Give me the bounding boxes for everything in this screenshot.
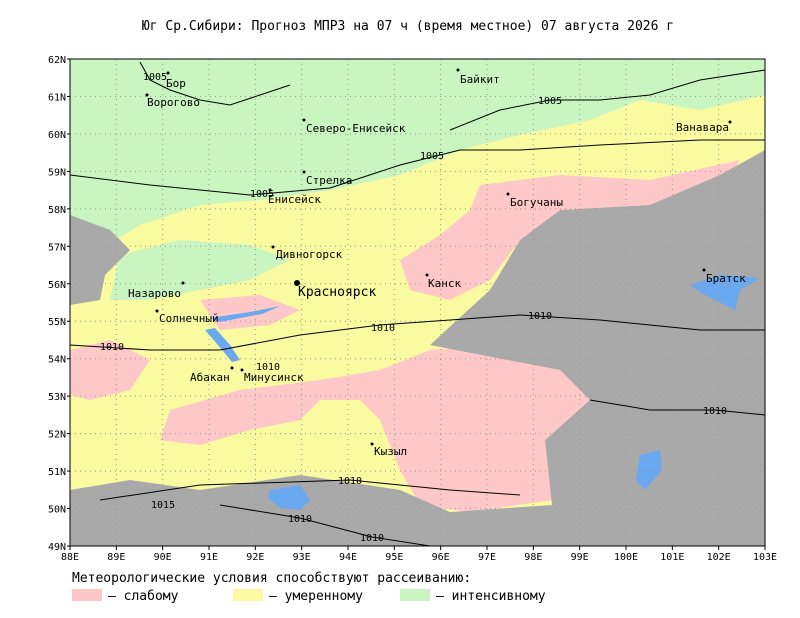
lon-label: 99E (571, 552, 589, 563)
grid (70, 59, 765, 546)
title: Юг Ср.Сибири: Прогноз МПРЗ на 07 ч (врем… (142, 19, 674, 34)
legend-heading: Метеорологические условия способствуют р… (72, 571, 471, 586)
city-label: Дивногорск (276, 248, 343, 261)
isobar-label: 1010 (288, 514, 312, 525)
city-label: Назарово (128, 287, 181, 300)
lon-label: 97E (478, 552, 496, 563)
legend: Метеорологические условия способствуют р… (72, 571, 546, 604)
lat-label: 53N (48, 392, 66, 403)
isobar-label: 1010 (371, 323, 395, 334)
lat-label: 50N (48, 505, 66, 516)
legend-swatch (72, 589, 102, 601)
lat-label: 58N (48, 205, 66, 216)
lon-label: 89E (107, 552, 125, 563)
city-label: Богучаны (510, 196, 563, 209)
lon-label: 88E (61, 552, 79, 563)
isobar-label: 1005 (538, 96, 562, 107)
lon-label: 98E (524, 552, 542, 563)
isobar-label: 1010 (100, 342, 124, 353)
lon-label: 92E (246, 552, 264, 563)
legend-item: – интенсивному (436, 589, 546, 604)
no-data-area (70, 215, 130, 305)
lat-label: 54N (48, 355, 66, 366)
lat-label: 61N (48, 92, 66, 103)
isobar-line (139, 61, 291, 106)
isobar-line (449, 69, 766, 131)
lat-label: 57N (48, 242, 66, 253)
isobar-label: 1010 (338, 476, 362, 487)
isobar-label: 1005 (143, 72, 167, 83)
city-label: Бор (166, 77, 186, 90)
isobar-label: 1005 (420, 151, 444, 162)
isobar-label: 1005 (250, 189, 274, 200)
lon-label: 101E (660, 552, 684, 563)
city-label: Солнечный (159, 312, 219, 325)
lat-label: 52N (48, 430, 66, 441)
map (69, 58, 766, 547)
lon-label: 91E (200, 552, 218, 563)
lat-label: 59N (48, 167, 66, 178)
isobars (69, 61, 766, 547)
lat-label: 60N (48, 130, 66, 141)
isobar-line (69, 314, 765, 351)
intensive-area (110, 240, 290, 300)
cities: Бор Ворогово Байкит Северо-Енисейск Вана… (128, 73, 746, 458)
isobar-line (99, 479, 521, 501)
legend-item: – слабому (108, 589, 179, 604)
lon-label: 103E (753, 552, 777, 563)
city-label: Северо-Енисейск (306, 122, 406, 135)
no-data-area (70, 150, 765, 546)
city-label: Канск (428, 277, 461, 290)
lat-label: 51N (48, 467, 66, 478)
legend-swatch (400, 589, 430, 601)
isobar-label: 1015 (151, 500, 175, 511)
city-label: Красноярск (298, 285, 376, 300)
axes: 88E 89E 90E 91E 92E 93E 94E 95E 96E 97E 98E 99E 100E… (48, 55, 777, 563)
legend-item: – умеренному (269, 589, 363, 604)
city-label: Кызыл (374, 445, 407, 458)
lon-label: 102E (707, 552, 731, 563)
map-frame (69, 58, 766, 547)
lon-label: 94E (339, 552, 357, 563)
isobar-label: 1010 (528, 311, 552, 322)
weak-area (160, 345, 590, 512)
lon-label: 100E (614, 552, 638, 563)
reservoir (690, 275, 760, 310)
lake (636, 450, 662, 490)
city-label: Минусинск (244, 371, 304, 384)
isobar-label: 1010 (256, 362, 280, 373)
isobar-label: 1010 (360, 533, 384, 544)
city-label: Ванавара (676, 121, 729, 134)
legend-swatch (233, 589, 263, 601)
isobar-line (589, 399, 766, 416)
city-label: Ворогово (147, 96, 200, 109)
city-label: Абакан (190, 371, 230, 384)
lake (268, 485, 310, 510)
weak-area (70, 340, 150, 400)
lon-label: 95E (385, 552, 403, 563)
lon-label: 96E (432, 552, 450, 563)
lat-label: 55N (48, 317, 66, 328)
city-label: Братск (706, 272, 746, 285)
lon-label: 90E (154, 552, 172, 563)
lon-label: 93E (293, 552, 311, 563)
lat-label: 56N (48, 280, 66, 291)
isobar-line (219, 504, 431, 547)
city-dots (145, 68, 732, 446)
reservoir (205, 328, 240, 362)
lat-label: 49N (48, 542, 66, 553)
intensive-area (70, 59, 765, 255)
isobar-label: 1010 (703, 406, 727, 417)
isobar-labels: 1005 1005 1005 1005 1010 1010 1010 1010 … (100, 72, 727, 544)
isobar-line (69, 139, 765, 196)
city-label: Байкит (460, 73, 500, 86)
city-label: Стрелка (306, 174, 352, 187)
lat-label: 62N (48, 55, 66, 66)
reservoir (210, 306, 280, 322)
weak-area (400, 160, 740, 300)
city-label: Енисейск (268, 193, 321, 206)
